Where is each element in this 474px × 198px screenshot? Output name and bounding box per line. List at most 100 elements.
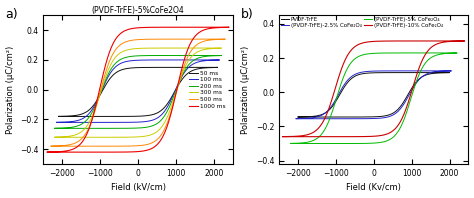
Line: (PVDF-TrFE)-2.5% CoFe₂O₄: (PVDF-TrFE)-2.5% CoFe₂O₄ <box>296 71 451 119</box>
300 ms <box>203 47 209 49</box>
Y-axis label: Polarization (μC/cm²): Polarization (μC/cm²) <box>241 46 250 134</box>
50 ms <box>186 71 192 74</box>
(PVDF-TrFE)-2.5% CoFe₂O₄ <box>348 76 354 78</box>
1000 ms <box>226 26 232 29</box>
(PVDF-TrFE)-2.5% CoFe₂O₄ <box>420 75 426 77</box>
500 ms <box>164 124 169 126</box>
500 ms <box>110 53 116 55</box>
300 ms <box>111 58 117 61</box>
(PVDF-TrFE)-10% CoFe₂O₄ <box>369 135 375 138</box>
(PVDF-TrFE)-5% CoFe₂O₄ <box>424 60 430 62</box>
Line: 100 ms: 100 ms <box>57 60 219 122</box>
(PVDF-TrFE)-10% CoFe₂O₄ <box>280 135 286 138</box>
(PVDF-TrFE)-10% CoFe₂O₄ <box>445 40 450 42</box>
1000 ms <box>193 34 199 36</box>
(PVDF-TrFE)-5% CoFe₂O₄ <box>454 52 460 54</box>
100 ms <box>162 110 167 112</box>
PVDF-TrFE <box>370 116 375 118</box>
Line: 300 ms: 300 ms <box>55 48 221 137</box>
(PVDF-TrFE)-2.5% CoFe₂O₄ <box>396 109 402 112</box>
300 ms <box>52 136 58 138</box>
300 ms <box>52 136 58 138</box>
Line: 500 ms: 500 ms <box>51 39 225 146</box>
300 ms <box>138 47 144 50</box>
Legend: 50 ms, 100 ms, 200 ms, 300 ms, 500 ms, 1000 ms: 50 ms, 100 ms, 200 ms, 300 ms, 500 ms, 1… <box>187 69 228 111</box>
(PVDF-TrFE)-5% CoFe₂O₄ <box>370 142 375 144</box>
50 ms <box>112 72 118 75</box>
Line: 50 ms: 50 ms <box>59 67 218 116</box>
50 ms <box>56 115 62 118</box>
500 ms <box>191 46 197 49</box>
Y-axis label: Polarization (μC/cm²): Polarization (μC/cm²) <box>6 46 15 134</box>
1000 ms <box>109 45 115 48</box>
100 ms <box>111 67 117 69</box>
500 ms <box>48 145 54 147</box>
(PVDF-TrFE)-2.5% CoFe₂O₄ <box>448 70 454 72</box>
500 ms <box>48 145 54 147</box>
500 ms <box>222 38 228 40</box>
(PVDF-TrFE)-10% CoFe₂O₄ <box>401 115 406 117</box>
200 ms <box>134 127 140 129</box>
50 ms <box>161 107 167 109</box>
50 ms <box>138 66 144 69</box>
(PVDF-TrFE)-2.5% CoFe₂O₄ <box>293 118 299 120</box>
X-axis label: Field (Kv/cm): Field (Kv/cm) <box>346 183 401 192</box>
(PVDF-TrFE)-5% CoFe₂O₄ <box>438 52 444 54</box>
200 ms <box>52 127 58 129</box>
PVDF-TrFE <box>432 71 438 74</box>
(PVDF-TrFE)-2.5% CoFe₂O₄ <box>370 117 375 120</box>
100 ms <box>54 121 60 124</box>
50 ms <box>56 115 62 118</box>
500 ms <box>138 38 144 41</box>
(PVDF-TrFE)-5% CoFe₂O₄ <box>398 126 404 128</box>
1000 ms <box>138 26 144 29</box>
100 ms <box>134 121 140 123</box>
100 ms <box>54 121 60 124</box>
50 ms <box>200 66 206 69</box>
100 ms <box>201 59 207 61</box>
200 ms <box>162 114 168 116</box>
PVDF-TrFE <box>447 71 452 74</box>
50 ms <box>134 115 140 117</box>
(PVDF-TrFE)-10% CoFe₂O₄ <box>345 54 350 57</box>
Legend: PVDF-TrFE, (PVDF-TrFE)-2.5% CoFe₂O₄, (PVDF-TrFE)-5% CoFe₂O₄, (PVDF-TrFE)-10% CoF: PVDF-TrFE, (PVDF-TrFE)-2.5% CoFe₂O₄, (PV… <box>280 16 444 28</box>
(PVDF-TrFE)-10% CoFe₂O₄ <box>462 40 467 42</box>
Line: 200 ms: 200 ms <box>55 55 221 128</box>
(PVDF-TrFE)-5% CoFe₂O₄ <box>374 52 379 54</box>
(PVDF-TrFE)-2.5% CoFe₂O₄ <box>293 117 299 120</box>
100 ms <box>217 59 222 61</box>
Text: b): b) <box>241 8 254 21</box>
(PVDF-TrFE)-2.5% CoFe₂O₄ <box>434 70 440 72</box>
PVDF-TrFE <box>395 108 401 110</box>
300 ms <box>189 56 194 58</box>
1000 ms <box>45 151 50 153</box>
PVDF-TrFE <box>419 76 425 78</box>
200 ms <box>219 54 224 57</box>
500 ms <box>206 38 212 40</box>
(PVDF-TrFE)-5% CoFe₂O₄ <box>346 64 352 66</box>
100 ms <box>187 65 193 67</box>
PVDF-TrFE <box>295 116 301 118</box>
1000 ms <box>165 124 171 126</box>
200 ms <box>138 54 144 57</box>
Line: (PVDF-TrFE)-5% CoFe₂O₄: (PVDF-TrFE)-5% CoFe₂O₄ <box>291 53 457 144</box>
Line: 1000 ms: 1000 ms <box>47 27 229 152</box>
300 ms <box>219 47 224 49</box>
(PVDF-TrFE)-5% CoFe₂O₄ <box>288 142 293 145</box>
(PVDF-TrFE)-10% CoFe₂O₄ <box>429 46 435 48</box>
PVDF-TrFE <box>295 116 301 118</box>
100 ms <box>138 59 144 61</box>
200 ms <box>189 61 194 63</box>
PVDF-TrFE <box>349 77 355 80</box>
1000 ms <box>134 150 139 153</box>
Text: a): a) <box>6 8 18 21</box>
PVDF-TrFE <box>373 71 379 74</box>
300 ms <box>134 136 140 138</box>
Line: PVDF-TrFE: PVDF-TrFE <box>298 73 449 117</box>
(PVDF-TrFE)-10% CoFe₂O₄ <box>280 135 286 138</box>
500 ms <box>134 145 139 147</box>
(PVDF-TrFE)-2.5% CoFe₂O₄ <box>373 70 379 72</box>
Line: (PVDF-TrFE)-10% CoFe₂O₄: (PVDF-TrFE)-10% CoFe₂O₄ <box>283 41 465 137</box>
1000 ms <box>209 26 215 29</box>
Title: (PVDF-TrFE)-5%CoFe2O4: (PVDF-TrFE)-5%CoFe2O4 <box>92 6 184 15</box>
